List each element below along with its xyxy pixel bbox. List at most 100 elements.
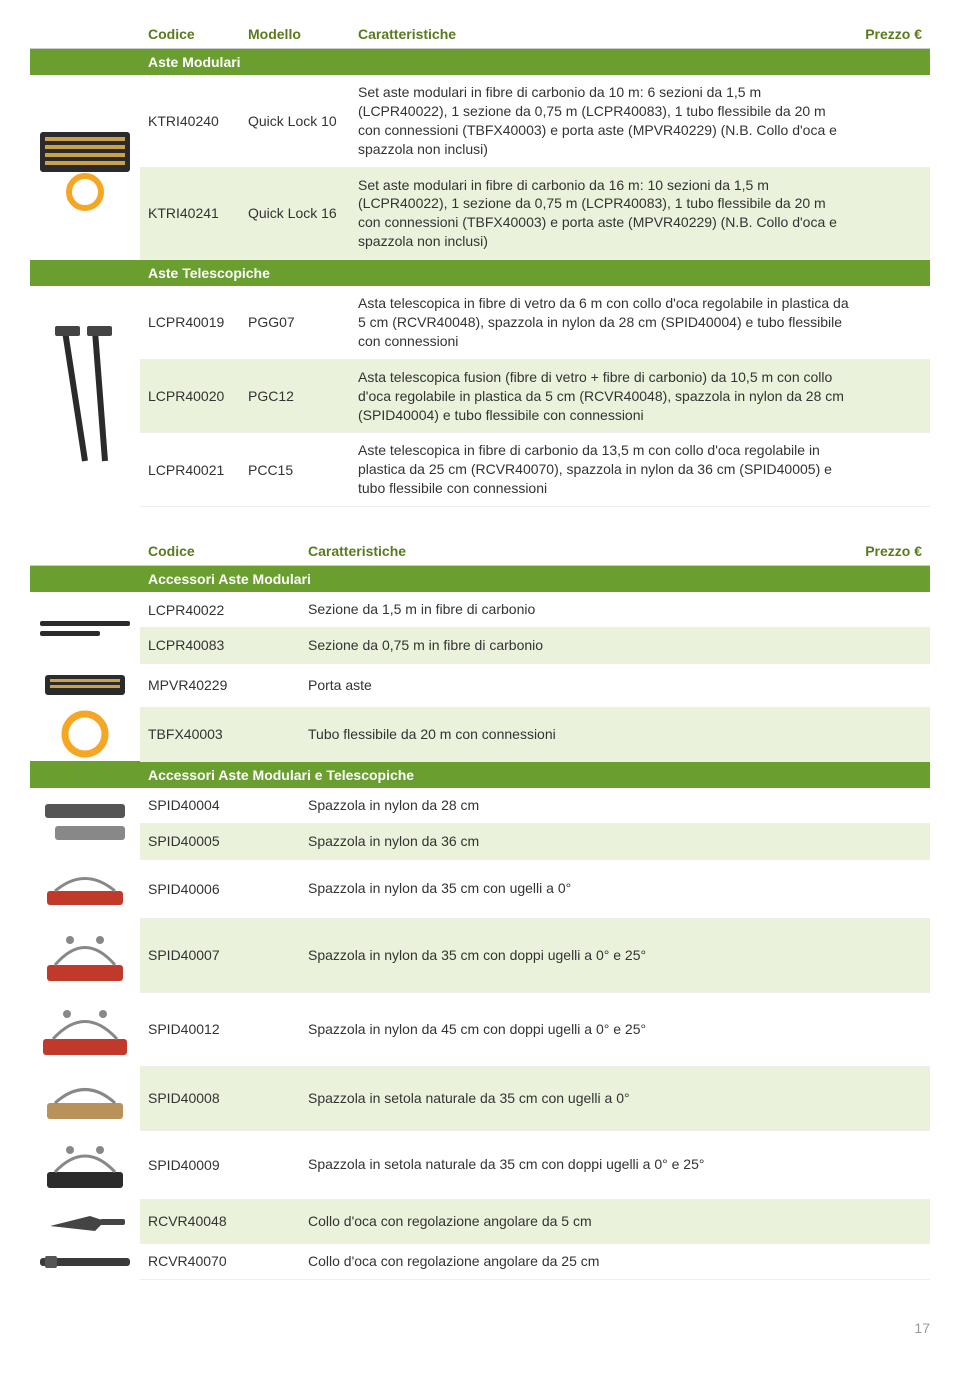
desc-cell: Tubo flessibile da 20 m con connessioni bbox=[300, 707, 857, 761]
col-price: Prezzo € bbox=[857, 20, 930, 49]
section-accessori-modulari: Accessori Aste Modulari bbox=[30, 566, 930, 593]
table-header: Codice Modello Caratteristiche Prezzo € bbox=[30, 20, 930, 49]
table-row: LCPR40019 PGG07 Asta telescopica in fibr… bbox=[30, 286, 930, 359]
section-aste-modulari: Aste Modulari bbox=[30, 49, 930, 76]
price-cell bbox=[857, 167, 930, 260]
desc-cell: Spazzola in nylon da 36 cm bbox=[300, 823, 857, 859]
col-code: Codice bbox=[140, 537, 300, 566]
table-row: SPID40004 Spazzola in nylon da 28 cm bbox=[30, 788, 930, 823]
product-image bbox=[30, 788, 140, 859]
product-image bbox=[30, 75, 140, 260]
table-row: SPID40008 Spazzola in setola naturale da… bbox=[30, 1066, 930, 1130]
col-code: Codice bbox=[140, 20, 240, 49]
desc-cell: Collo d'oca con regolazione angolare da … bbox=[300, 1199, 857, 1243]
code-cell: SPID40006 bbox=[140, 859, 300, 918]
price-cell bbox=[857, 433, 930, 507]
price-cell bbox=[857, 1130, 930, 1199]
table-row: LCPR40083 Sezione da 0,75 m in fibre di … bbox=[30, 628, 930, 664]
product-image bbox=[30, 859, 140, 918]
section-aste-telescopiche: Aste Telescopiche bbox=[30, 260, 930, 287]
code-cell: KTRI40241 bbox=[140, 167, 240, 260]
model-cell: PGG07 bbox=[240, 286, 350, 359]
product-table-1: Codice Modello Caratteristiche Prezzo € … bbox=[30, 20, 930, 507]
product-image bbox=[30, 1066, 140, 1130]
model-cell: PGC12 bbox=[240, 359, 350, 433]
code-cell: RCVR40070 bbox=[140, 1243, 300, 1279]
table-row: SPID40006 Spazzola in nylon da 35 cm con… bbox=[30, 859, 930, 918]
table-row: RCVR40048 Collo d'oca con regolazione an… bbox=[30, 1199, 930, 1243]
product-image bbox=[30, 1130, 140, 1199]
product-image bbox=[30, 707, 140, 761]
model-cell: Quick Lock 10 bbox=[240, 75, 350, 167]
price-cell bbox=[857, 1066, 930, 1130]
price-cell bbox=[857, 823, 930, 859]
code-cell: SPID40004 bbox=[140, 788, 300, 823]
desc-cell: Asta telescopica fusion (fibre di vetro … bbox=[350, 359, 857, 433]
col-desc: Caratteristiche bbox=[350, 20, 857, 49]
section-label: Accessori Aste Modulari bbox=[140, 566, 930, 593]
product-image bbox=[30, 992, 140, 1066]
price-cell bbox=[857, 1199, 930, 1243]
code-cell: RCVR40048 bbox=[140, 1199, 300, 1243]
section-label: Accessori Aste Modulari e Telescopiche bbox=[140, 761, 930, 788]
table-row: SPID40012 Spazzola in nylon da 45 cm con… bbox=[30, 992, 930, 1066]
code-cell: KTRI40240 bbox=[140, 75, 240, 167]
desc-cell: Spazzola in nylon da 28 cm bbox=[300, 788, 857, 823]
section-accessori-mod-tel: Accessori Aste Modulari e Telescopiche bbox=[30, 761, 930, 788]
desc-cell: Asta telescopica in fibre di vetro da 6 … bbox=[350, 286, 857, 359]
price-cell bbox=[857, 75, 930, 167]
table-row: SPID40009 Spazzola in setola naturale da… bbox=[30, 1130, 930, 1199]
section-label: Aste Modulari bbox=[140, 49, 930, 76]
desc-cell: Sezione da 1,5 m in fibre di carbonio bbox=[300, 592, 857, 627]
product-image bbox=[30, 1243, 140, 1279]
product-table-2: Codice Caratteristiche Prezzo € Accessor… bbox=[30, 537, 930, 1279]
price-cell bbox=[857, 663, 930, 707]
page-number: 17 bbox=[0, 1320, 960, 1346]
table-row: SPID40007 Spazzola in nylon da 35 cm con… bbox=[30, 918, 930, 992]
price-cell bbox=[857, 1243, 930, 1279]
product-image bbox=[30, 663, 140, 707]
price-cell bbox=[857, 628, 930, 664]
col-price: Prezzo € bbox=[857, 537, 930, 566]
code-cell: LCPR40019 bbox=[140, 286, 240, 359]
table-row: LCPR40022 Sezione da 1,5 m in fibre di c… bbox=[30, 592, 930, 627]
code-cell: LCPR40020 bbox=[140, 359, 240, 433]
product-image bbox=[30, 1199, 140, 1243]
table-row: LCPR40021 PCC15 Aste telescopica in fibr… bbox=[30, 433, 930, 507]
desc-cell: Set aste modulari in fibre di carbonio d… bbox=[350, 167, 857, 260]
price-cell bbox=[857, 286, 930, 359]
code-cell: SPID40009 bbox=[140, 1130, 300, 1199]
code-cell: SPID40007 bbox=[140, 918, 300, 992]
table-row: TBFX40003 Tubo flessibile da 20 m con co… bbox=[30, 707, 930, 761]
desc-cell: Porta aste bbox=[300, 663, 857, 707]
price-cell bbox=[857, 707, 930, 761]
price-cell bbox=[857, 592, 930, 627]
table-header: Codice Caratteristiche Prezzo € bbox=[30, 537, 930, 566]
table-row: SPID40005 Spazzola in nylon da 36 cm bbox=[30, 823, 930, 859]
price-cell bbox=[857, 788, 930, 823]
desc-cell: Aste telescopica in fibre di carbonio da… bbox=[350, 433, 857, 507]
code-cell: LCPR40021 bbox=[140, 433, 240, 507]
table-row: MPVR40229 Porta aste bbox=[30, 663, 930, 707]
desc-cell: Spazzola in nylon da 35 cm con doppi uge… bbox=[300, 918, 857, 992]
col-desc: Caratteristiche bbox=[300, 537, 857, 566]
table-row: KTRI40240 Quick Lock 10 Set aste modular… bbox=[30, 75, 930, 167]
desc-cell: Sezione da 0,75 m in fibre di carbonio bbox=[300, 628, 857, 664]
desc-cell: Spazzola in nylon da 45 cm con doppi uge… bbox=[300, 992, 857, 1066]
section-label: Aste Telescopiche bbox=[140, 260, 930, 287]
desc-cell: Set aste modulari in fibre di carbonio d… bbox=[350, 75, 857, 167]
code-cell: MPVR40229 bbox=[140, 663, 300, 707]
code-cell: LCPR40022 bbox=[140, 592, 300, 627]
table-row: LCPR40020 PGC12 Asta telescopica fusion … bbox=[30, 359, 930, 433]
product-image bbox=[30, 286, 140, 507]
code-cell: LCPR40083 bbox=[140, 628, 300, 664]
price-cell bbox=[857, 359, 930, 433]
price-cell bbox=[857, 992, 930, 1066]
price-cell bbox=[857, 859, 930, 918]
product-image bbox=[30, 592, 140, 663]
col-model: Modello bbox=[240, 20, 350, 49]
table-row: RCVR40070 Collo d'oca con regolazione an… bbox=[30, 1243, 930, 1279]
code-cell: SPID40005 bbox=[140, 823, 300, 859]
price-cell bbox=[857, 918, 930, 992]
desc-cell: Collo d'oca con regolazione angolare da … bbox=[300, 1243, 857, 1279]
